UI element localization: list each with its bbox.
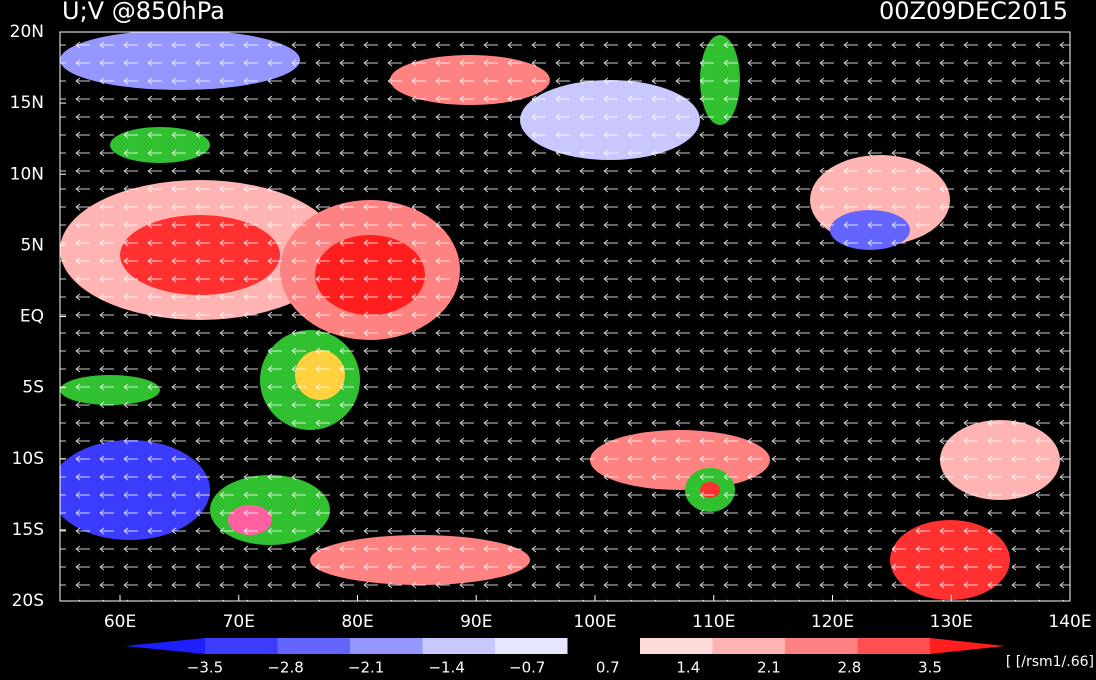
- lat-label: 10S: [12, 449, 44, 469]
- colorbar-swatch: [495, 638, 568, 654]
- colorbar-swatch: [640, 638, 713, 654]
- colorbar-unit: [ [/rsm1/.66]: [1006, 654, 1094, 670]
- colorbar-swatch: [857, 638, 930, 654]
- lat-label: 15S: [12, 520, 44, 540]
- lat-label: 5N: [20, 235, 44, 255]
- colorbar-label: −2.8: [267, 659, 303, 677]
- map-title: U;V @850hPa: [62, 0, 225, 25]
- lat-label: 5S: [22, 378, 44, 398]
- colorbar-swatch: [205, 638, 278, 654]
- lon-label: 60E: [104, 612, 136, 632]
- colorbar-label: −3.5: [187, 659, 223, 677]
- field: [60, 32, 1070, 601]
- colorbar-label: −0.7: [509, 659, 545, 677]
- lat-label: 15N: [10, 93, 44, 113]
- colorbar-swatch: [350, 638, 423, 654]
- colorbar-high: [930, 638, 1005, 654]
- lon-label: 90E: [460, 612, 492, 632]
- colorbar-label: −1.4: [428, 659, 464, 677]
- map-time: 00Z09DEC2015: [879, 0, 1068, 25]
- lat-label: 20N: [10, 22, 44, 42]
- lon-label: 80E: [341, 612, 373, 632]
- colorbar-swatch: [422, 638, 495, 654]
- colorbar-swatch: [785, 638, 858, 654]
- colorbar-swatch: [712, 638, 785, 654]
- lon-label: 130E: [930, 612, 973, 632]
- colorbar-label: 0.7: [596, 659, 620, 677]
- colorbar-low: [125, 638, 205, 654]
- lon-label: 100E: [573, 612, 616, 632]
- lon-label: 110E: [692, 612, 735, 632]
- colorbar-swatch: [567, 638, 640, 654]
- lon-label: 140E: [1048, 612, 1091, 632]
- colorbar-label: 3.5: [918, 659, 942, 677]
- lat-label: 10N: [10, 164, 44, 184]
- colorbar-swatch: [277, 638, 350, 654]
- lat-label: EQ: [20, 307, 44, 327]
- colorbar-label: 2.8: [838, 659, 862, 677]
- colorbar-label: 2.1: [757, 659, 781, 677]
- colorbar-label: 1.4: [676, 659, 700, 677]
- lat-label: 20S: [12, 591, 44, 611]
- lon-label: 120E: [811, 612, 854, 632]
- colorbar-label: −2.1: [348, 659, 384, 677]
- lon-label: 70E: [223, 612, 255, 632]
